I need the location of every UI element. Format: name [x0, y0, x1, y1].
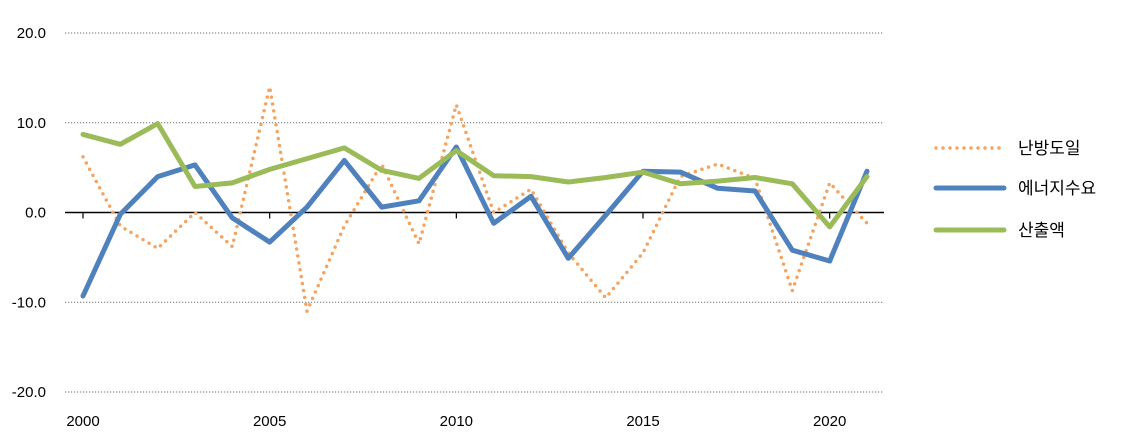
y-tick-label: -10.0: [12, 294, 46, 311]
x-tick-label: 2015: [626, 413, 659, 430]
y-tick-label: 0.0: [25, 205, 46, 222]
legend-label-2: 에너지수요: [1018, 179, 1096, 199]
x-tick-label: 2010: [440, 413, 473, 430]
series-line-1: [81, 85, 869, 313]
y-tick-label: 10.0: [17, 115, 46, 132]
series-line-3: [80, 121, 870, 230]
y-axis-labels: 20.0 10.0 0.0 -10.0 -20.0: [12, 25, 46, 401]
legend-label-3: 산출액: [1018, 221, 1065, 241]
y-tick-label: 20.0: [17, 25, 46, 42]
x-tick-label: 2000: [66, 413, 99, 430]
legend-label-1: 난방도일: [1018, 139, 1081, 159]
x-axis-ticks: [82, 212, 831, 219]
series-line-2: [80, 144, 870, 299]
y-tick-label: -20.0: [12, 384, 46, 401]
series-layer: [80, 85, 870, 313]
x-axis-labels: 2000 2005 2010 2015 2020: [66, 413, 846, 430]
x-tick-label: 2020: [813, 413, 846, 430]
x-tick-label: 2005: [253, 413, 286, 430]
